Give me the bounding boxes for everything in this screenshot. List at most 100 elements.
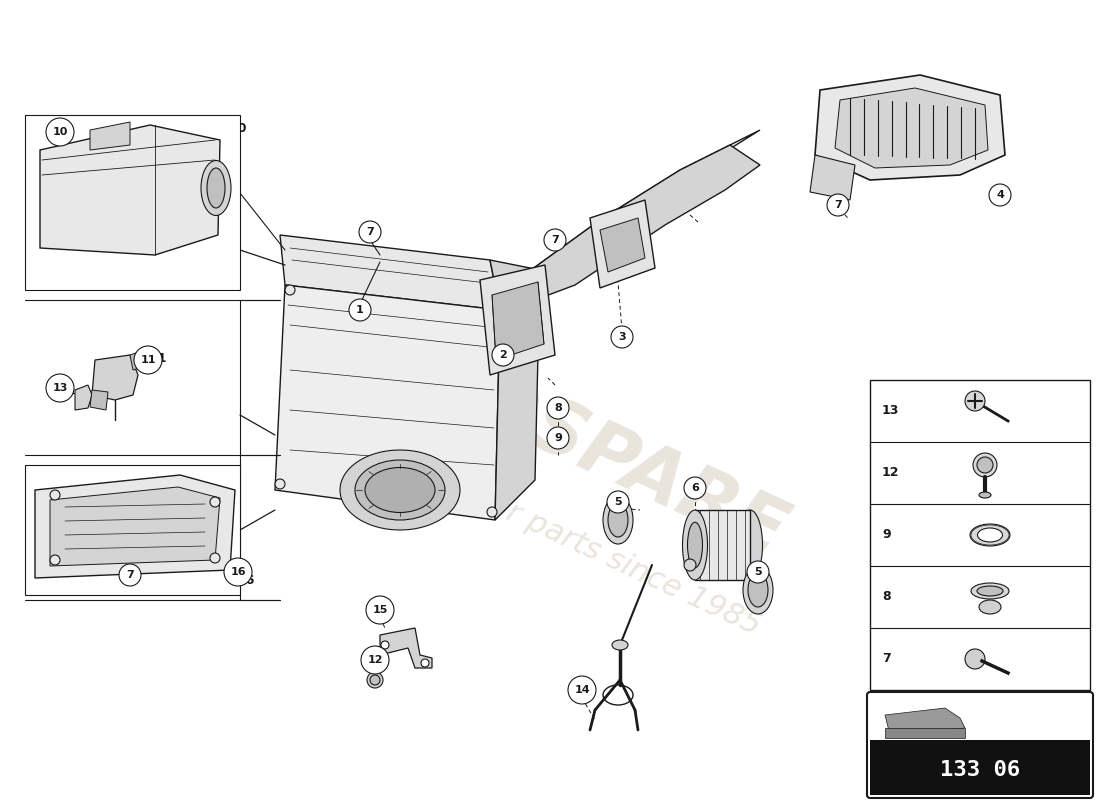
Circle shape — [544, 229, 566, 251]
Text: 4: 4 — [997, 190, 1004, 200]
Ellipse shape — [737, 510, 762, 580]
FancyBboxPatch shape — [25, 465, 240, 595]
Text: 7: 7 — [366, 227, 374, 237]
Polygon shape — [90, 122, 130, 150]
Polygon shape — [520, 145, 760, 300]
Polygon shape — [40, 125, 220, 255]
Polygon shape — [886, 708, 965, 735]
Text: 7: 7 — [882, 653, 891, 666]
Circle shape — [275, 479, 285, 489]
Text: 133 06: 133 06 — [939, 760, 1020, 780]
Polygon shape — [886, 728, 965, 738]
Text: 11: 11 — [150, 351, 167, 365]
Ellipse shape — [979, 600, 1001, 614]
Text: a passion for parts since 1985: a passion for parts since 1985 — [336, 419, 764, 641]
Polygon shape — [92, 355, 138, 400]
Polygon shape — [90, 390, 108, 410]
Circle shape — [50, 490, 60, 500]
Text: 16: 16 — [230, 567, 245, 577]
Ellipse shape — [603, 496, 632, 544]
Text: 14: 14 — [574, 685, 590, 695]
Polygon shape — [810, 155, 855, 200]
Circle shape — [974, 453, 997, 477]
Ellipse shape — [682, 510, 707, 580]
Circle shape — [119, 564, 141, 586]
Text: 12: 12 — [367, 655, 383, 665]
Circle shape — [485, 309, 495, 319]
Circle shape — [965, 649, 985, 669]
FancyBboxPatch shape — [25, 115, 240, 290]
Text: 9: 9 — [554, 433, 562, 443]
Circle shape — [492, 344, 514, 366]
Ellipse shape — [971, 583, 1009, 599]
Circle shape — [46, 374, 74, 402]
Circle shape — [421, 659, 429, 667]
Circle shape — [684, 559, 696, 571]
Text: 1: 1 — [356, 305, 364, 315]
Ellipse shape — [201, 161, 231, 215]
Text: 7: 7 — [126, 570, 134, 580]
Text: 8: 8 — [554, 403, 562, 413]
Circle shape — [359, 221, 381, 243]
Circle shape — [134, 346, 162, 374]
Text: 6: 6 — [691, 483, 698, 493]
Circle shape — [381, 641, 389, 649]
Circle shape — [610, 326, 632, 348]
Circle shape — [367, 672, 383, 688]
Ellipse shape — [742, 566, 773, 614]
Text: EUROSPARE: EUROSPARE — [302, 288, 798, 572]
Ellipse shape — [748, 573, 768, 607]
Circle shape — [989, 184, 1011, 206]
Circle shape — [827, 194, 849, 216]
Ellipse shape — [608, 503, 628, 537]
Polygon shape — [490, 260, 540, 520]
Text: 10: 10 — [230, 122, 248, 134]
FancyBboxPatch shape — [867, 692, 1093, 798]
Ellipse shape — [355, 460, 446, 520]
Ellipse shape — [970, 524, 1010, 546]
Circle shape — [366, 596, 394, 624]
Text: 16: 16 — [238, 574, 255, 586]
Polygon shape — [492, 282, 544, 360]
Ellipse shape — [979, 492, 991, 498]
Polygon shape — [130, 350, 148, 370]
Text: 15: 15 — [372, 605, 387, 615]
Circle shape — [46, 118, 74, 146]
Circle shape — [370, 675, 379, 685]
Ellipse shape — [365, 467, 435, 513]
Text: 10: 10 — [53, 127, 68, 137]
Ellipse shape — [612, 640, 628, 650]
Circle shape — [210, 553, 220, 563]
Circle shape — [224, 558, 252, 586]
Text: 7: 7 — [834, 200, 842, 210]
Circle shape — [977, 457, 993, 473]
Polygon shape — [590, 200, 654, 288]
Text: 12: 12 — [882, 466, 900, 479]
Circle shape — [361, 646, 389, 674]
Circle shape — [547, 397, 569, 419]
Ellipse shape — [978, 528, 1002, 542]
Polygon shape — [75, 385, 92, 410]
Text: 7: 7 — [551, 235, 559, 245]
Text: 2: 2 — [499, 350, 507, 360]
Circle shape — [965, 391, 985, 411]
Ellipse shape — [207, 168, 226, 208]
Circle shape — [285, 285, 295, 295]
Ellipse shape — [688, 522, 703, 568]
Text: 5: 5 — [614, 497, 622, 507]
Polygon shape — [275, 285, 500, 520]
Circle shape — [607, 491, 629, 513]
Text: 3: 3 — [618, 332, 626, 342]
Text: 5: 5 — [755, 567, 762, 577]
Ellipse shape — [977, 586, 1003, 596]
Polygon shape — [280, 235, 500, 310]
Circle shape — [684, 477, 706, 499]
Polygon shape — [480, 130, 760, 278]
Circle shape — [50, 555, 60, 565]
Polygon shape — [35, 475, 235, 578]
Polygon shape — [495, 270, 544, 360]
FancyBboxPatch shape — [870, 740, 1090, 795]
Polygon shape — [379, 628, 432, 668]
Polygon shape — [835, 88, 988, 168]
Text: 9: 9 — [882, 529, 891, 542]
